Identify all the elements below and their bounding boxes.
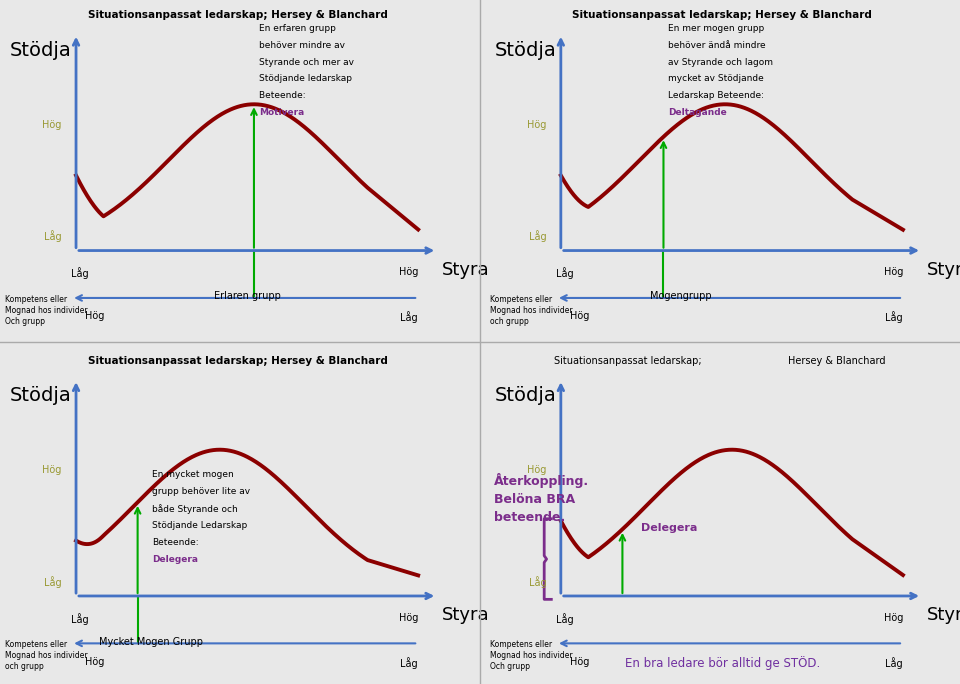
Text: Hög: Hög	[527, 120, 546, 129]
Text: Låg: Låg	[885, 311, 902, 324]
Text: Hög: Hög	[42, 120, 61, 129]
Text: Stödjande Ledarskap: Stödjande Ledarskap	[152, 521, 247, 530]
Text: Hög: Hög	[884, 267, 903, 278]
Text: mycket av Stödjande: mycket av Stödjande	[668, 75, 764, 83]
Text: av Styrande och lagom: av Styrande och lagom	[668, 57, 773, 66]
Text: En mer mogen grupp: En mer mogen grupp	[668, 24, 764, 33]
Text: En erfaren grupp: En erfaren grupp	[258, 24, 336, 33]
Text: Kompetens eller
Mognad hos individer
Och grupp: Kompetens eller Mognad hos individer Och…	[490, 640, 572, 671]
Text: Låg: Låg	[44, 576, 61, 588]
Text: Hög: Hög	[527, 465, 546, 475]
Text: Låg: Låg	[400, 657, 418, 669]
Text: Situationsanpassat ledarskap; Hersey & Blanchard: Situationsanpassat ledarskap; Hersey & B…	[87, 356, 388, 365]
Text: Hög: Hög	[884, 613, 903, 623]
Text: Låg: Låg	[71, 267, 88, 279]
Text: Hög: Hög	[399, 267, 419, 278]
Text: behöver ändå mindre: behöver ändå mindre	[668, 40, 766, 50]
Text: Styrande och mer av: Styrande och mer av	[258, 57, 353, 66]
Text: behöver mindre av: behöver mindre av	[258, 40, 345, 50]
Text: Styra: Styra	[442, 606, 490, 624]
Text: Beteende:: Beteende:	[152, 538, 199, 547]
Text: Ledarskap Beteende:: Ledarskap Beteende:	[668, 92, 764, 101]
Text: Stödjande ledarskap: Stödjande ledarskap	[258, 75, 351, 83]
Text: Delegera: Delegera	[152, 555, 198, 564]
Text: Delegera: Delegera	[641, 523, 698, 534]
Text: Stödja: Stödja	[10, 40, 71, 60]
Text: Styra: Styra	[926, 606, 960, 624]
Text: Låg: Låg	[400, 311, 418, 324]
Text: Hög: Hög	[570, 657, 589, 667]
Text: Låg: Låg	[556, 613, 573, 624]
Text: grupp behöver lite av: grupp behöver lite av	[152, 487, 250, 496]
Text: Situationsanpassat ledarskap; Hersey & Blanchard: Situationsanpassat ledarskap; Hersey & B…	[87, 10, 388, 20]
Text: Kompetens eller
Mognad hos individer
och grupp: Kompetens eller Mognad hos individer och…	[490, 295, 572, 326]
Text: Låg: Låg	[556, 267, 573, 279]
Text: Låg: Låg	[44, 231, 61, 242]
Text: Låg: Låg	[71, 613, 88, 624]
Text: Motivera: Motivera	[258, 108, 304, 118]
Text: Låg: Låg	[529, 576, 546, 588]
Text: Hersey & Blanchard: Hersey & Blanchard	[788, 356, 885, 365]
Text: Låg: Låg	[885, 657, 902, 669]
Text: Mogengrupp: Mogengrupp	[650, 291, 711, 302]
Text: Stödja: Stödja	[494, 40, 556, 60]
Text: Beteende:: Beteende:	[258, 92, 308, 101]
Text: En bra ledare bör alltid ge STÖD.: En bra ledare bör alltid ge STÖD.	[625, 657, 820, 670]
Text: Hög: Hög	[570, 311, 589, 321]
Text: Låg: Låg	[529, 231, 546, 242]
Text: Situationsanpassat ledarskap;: Situationsanpassat ledarskap;	[554, 356, 701, 365]
Text: En mycket mogen: En mycket mogen	[152, 470, 233, 479]
Text: både Styrande och: både Styrande och	[152, 504, 238, 514]
Text: Styra: Styra	[442, 261, 490, 278]
Text: Hög: Hög	[42, 465, 61, 475]
Text: Hög: Hög	[85, 311, 105, 321]
Text: Stödja: Stödja	[494, 386, 556, 405]
Text: Återkoppling.
Belöna BRA
beteende.: Återkoppling. Belöna BRA beteende.	[494, 473, 589, 524]
Text: Styra: Styra	[926, 261, 960, 278]
Text: Deltagande: Deltagande	[668, 108, 727, 118]
Text: Mycket Mogen Grupp: Mycket Mogen Grupp	[99, 637, 204, 647]
Text: Hög: Hög	[399, 613, 419, 623]
Text: Hög: Hög	[85, 657, 105, 667]
Text: Situationsanpassat ledarskap; Hersey & Blanchard: Situationsanpassat ledarskap; Hersey & B…	[572, 10, 873, 20]
Text: Stödja: Stödja	[10, 386, 71, 405]
Text: Kompetens eller
Mognad hos individer
Och grupp: Kompetens eller Mognad hos individer Och…	[5, 295, 87, 326]
Text: Kompetens eller
Mognad hos individer
och grupp: Kompetens eller Mognad hos individer och…	[5, 640, 87, 671]
Text: Erlaren grupp: Erlaren grupp	[214, 291, 280, 302]
